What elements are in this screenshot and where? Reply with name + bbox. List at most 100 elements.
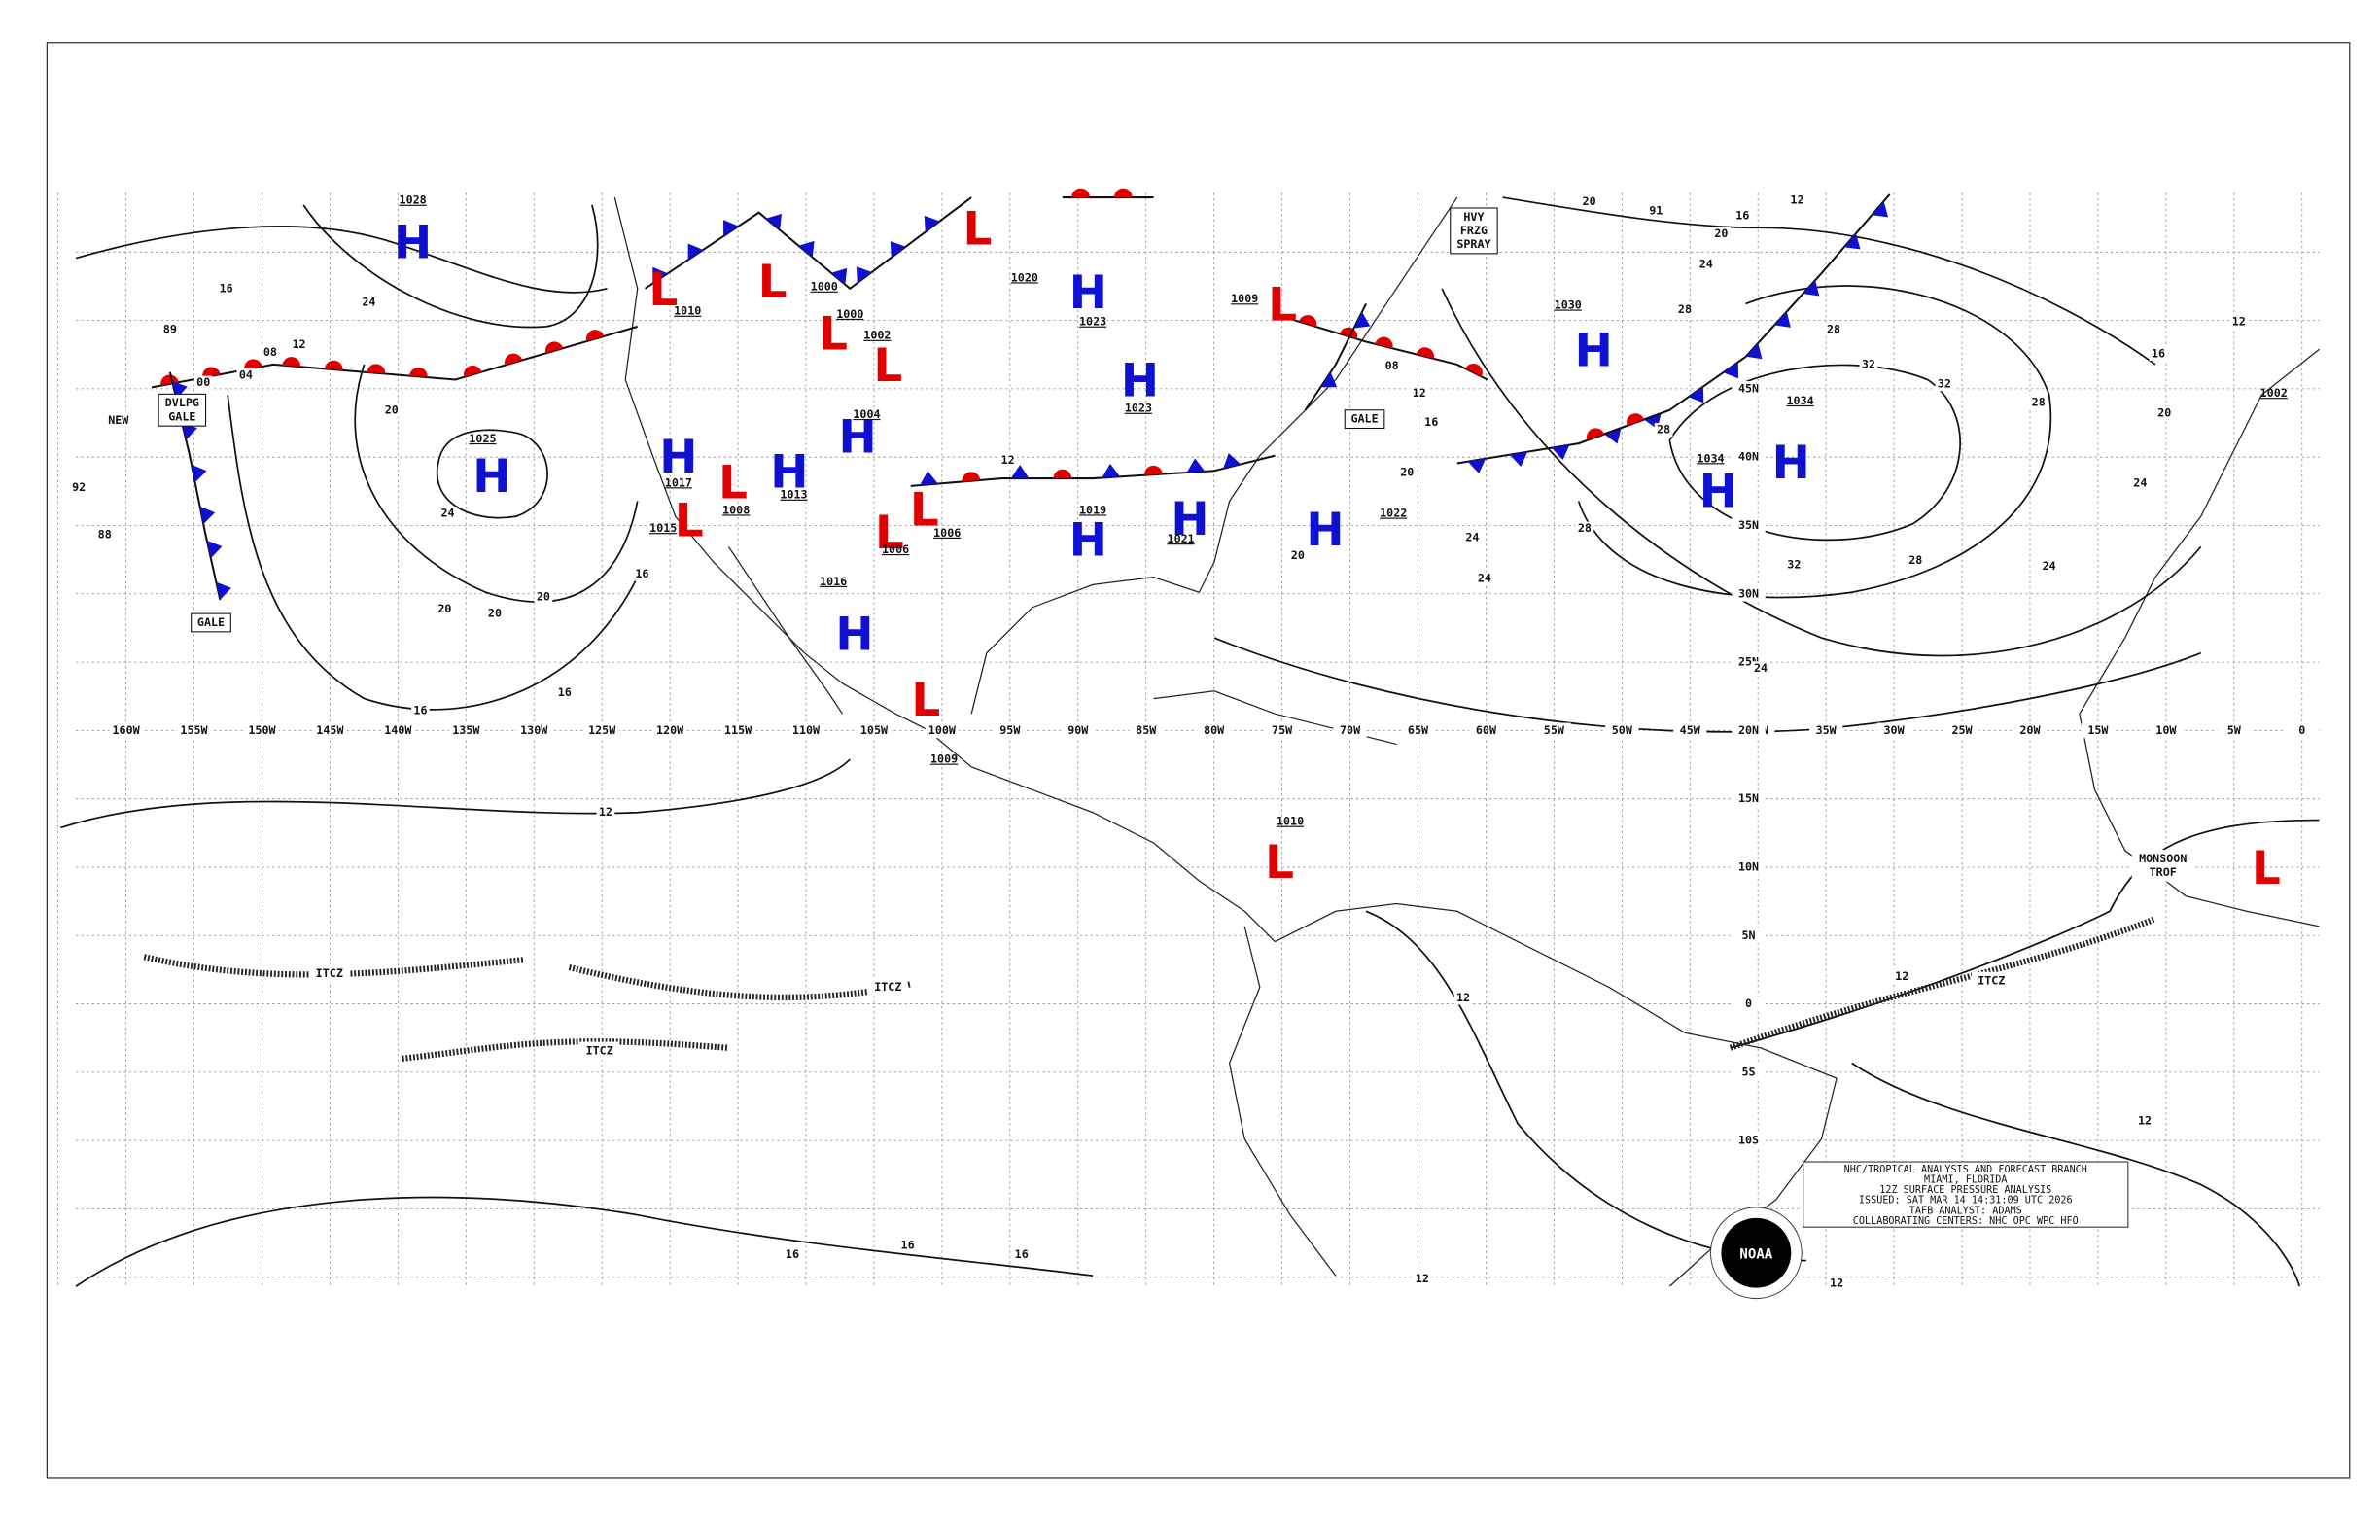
high-center: H [1121, 356, 1159, 408]
cold-front-symbol [1353, 311, 1371, 329]
label-bg [2217, 722, 2251, 739]
low-center: L [675, 495, 704, 547]
longitude-label: 100W [928, 723, 957, 737]
warm-front-symbol [1144, 465, 1163, 475]
central-pressure: 1002 [2260, 386, 2288, 400]
isobar-label: 20 [1291, 548, 1305, 562]
label-bg [1382, 359, 1402, 373]
label-bg [1129, 722, 1163, 739]
label-bg [2012, 722, 2048, 739]
fronts [151, 188, 1891, 601]
isobar-label: 12 [1456, 991, 1470, 1004]
label-bg [236, 368, 256, 382]
label-bg [2285, 722, 2319, 739]
isobar-label: 28 [1657, 423, 1670, 437]
central-pressure: 1000 [836, 307, 863, 321]
label-bg [1732, 381, 1766, 397]
central-pressure: 1019 [1079, 503, 1106, 516]
label-bg [95, 527, 115, 542]
label-bg [245, 722, 279, 739]
isobar-label: 24 [1478, 572, 1491, 585]
isobar-label: 24 [1699, 257, 1713, 270]
latitude-label: 40N [1738, 450, 1759, 464]
cold-front-symbol [1843, 233, 1861, 250]
label-bg [1463, 530, 1482, 545]
central-pressure: 1022 [1380, 506, 1407, 519]
label-bg [1197, 722, 1231, 739]
isobar-label: 28 [1578, 521, 1592, 535]
label-bg [1859, 357, 1878, 371]
isobar [1441, 288, 2202, 657]
label-bg [517, 722, 551, 739]
isobar-label: 20 [1714, 227, 1728, 240]
longitude-label: 20W [2019, 723, 2041, 737]
central-pressure: 1004 [853, 407, 880, 421]
central-pressure: 1028 [400, 193, 427, 207]
latitude-label: 20N [1738, 723, 1759, 737]
label-bg [993, 722, 1028, 739]
high-center: H [1699, 467, 1737, 519]
label-bg [1421, 415, 1441, 430]
label-bg [1675, 302, 1695, 317]
isobar-label: 12 [1416, 1272, 1429, 1285]
warm-front-symbol [962, 472, 981, 482]
annotation: SPRAY [1456, 237, 1490, 251]
label-bg [109, 722, 143, 739]
isobar-label: 12 [1830, 1276, 1843, 1289]
label-bg [1012, 1247, 1032, 1262]
cold-front-symbol [1010, 465, 1030, 479]
label-bg [2229, 315, 2249, 330]
isobar-label: 20 [385, 402, 399, 416]
isobar-label: 08 [263, 345, 277, 359]
coast [613, 196, 1276, 942]
isobar-label: 24 [2133, 475, 2147, 489]
high-center: H [1069, 267, 1107, 320]
label-bg [1673, 722, 1707, 739]
label-bg [1732, 928, 1766, 944]
label-bg [1413, 1272, 1432, 1286]
isobar-label: 12 [1790, 193, 1803, 207]
central-pressure: 1000 [811, 280, 838, 294]
label-bg [2081, 722, 2116, 739]
label-bg [1401, 722, 1435, 739]
warm-front [1289, 318, 1488, 381]
label-bg [2029, 395, 2048, 409]
warm-front-symbol [1465, 363, 1483, 377]
isobar-label: 16 [635, 567, 648, 580]
central-pressure: 1010 [1277, 815, 1304, 828]
cold-front-symbol [798, 240, 815, 258]
isobar-label: 16 [786, 1247, 799, 1261]
longitude-label: 55W [1544, 723, 1565, 737]
annotation: HVY [1463, 210, 1484, 224]
longitude-label: 5W [2227, 723, 2242, 737]
warm-front-symbol [1626, 413, 1645, 426]
isobar [1502, 196, 2156, 366]
cold-front-symbol [765, 213, 782, 230]
label-bg [1397, 465, 1417, 479]
label-bg [1732, 208, 1752, 223]
label-bg [1732, 722, 1766, 739]
warm-front-symbol [244, 359, 262, 370]
annotation: ITCZ [1978, 974, 2005, 988]
longitude-label: 125W [588, 723, 616, 737]
label-bg [1575, 521, 1594, 536]
annotation-box [868, 978, 908, 997]
cold-front-symbol [199, 506, 216, 525]
high-center: H [1171, 494, 1208, 546]
label-bg [217, 281, 235, 296]
isobar-label: 20 [1400, 465, 1414, 478]
central-pressure: 1015 [649, 521, 677, 535]
warm-front-symbol [504, 353, 523, 366]
low-center: L [873, 340, 902, 393]
label-bg [1732, 585, 1766, 602]
central-pressure: 1025 [469, 432, 496, 445]
central-pressure: 1008 [722, 503, 750, 516]
annotation: GALE [197, 615, 225, 629]
label-bg [898, 1238, 917, 1252]
label-bg [1732, 859, 1766, 875]
high-center: H [770, 446, 808, 499]
label-bg [1808, 722, 1843, 739]
longitude-label: 150W [248, 723, 276, 737]
longitude-label: 110W [792, 723, 821, 737]
isobar-label: 16 [901, 1238, 915, 1251]
